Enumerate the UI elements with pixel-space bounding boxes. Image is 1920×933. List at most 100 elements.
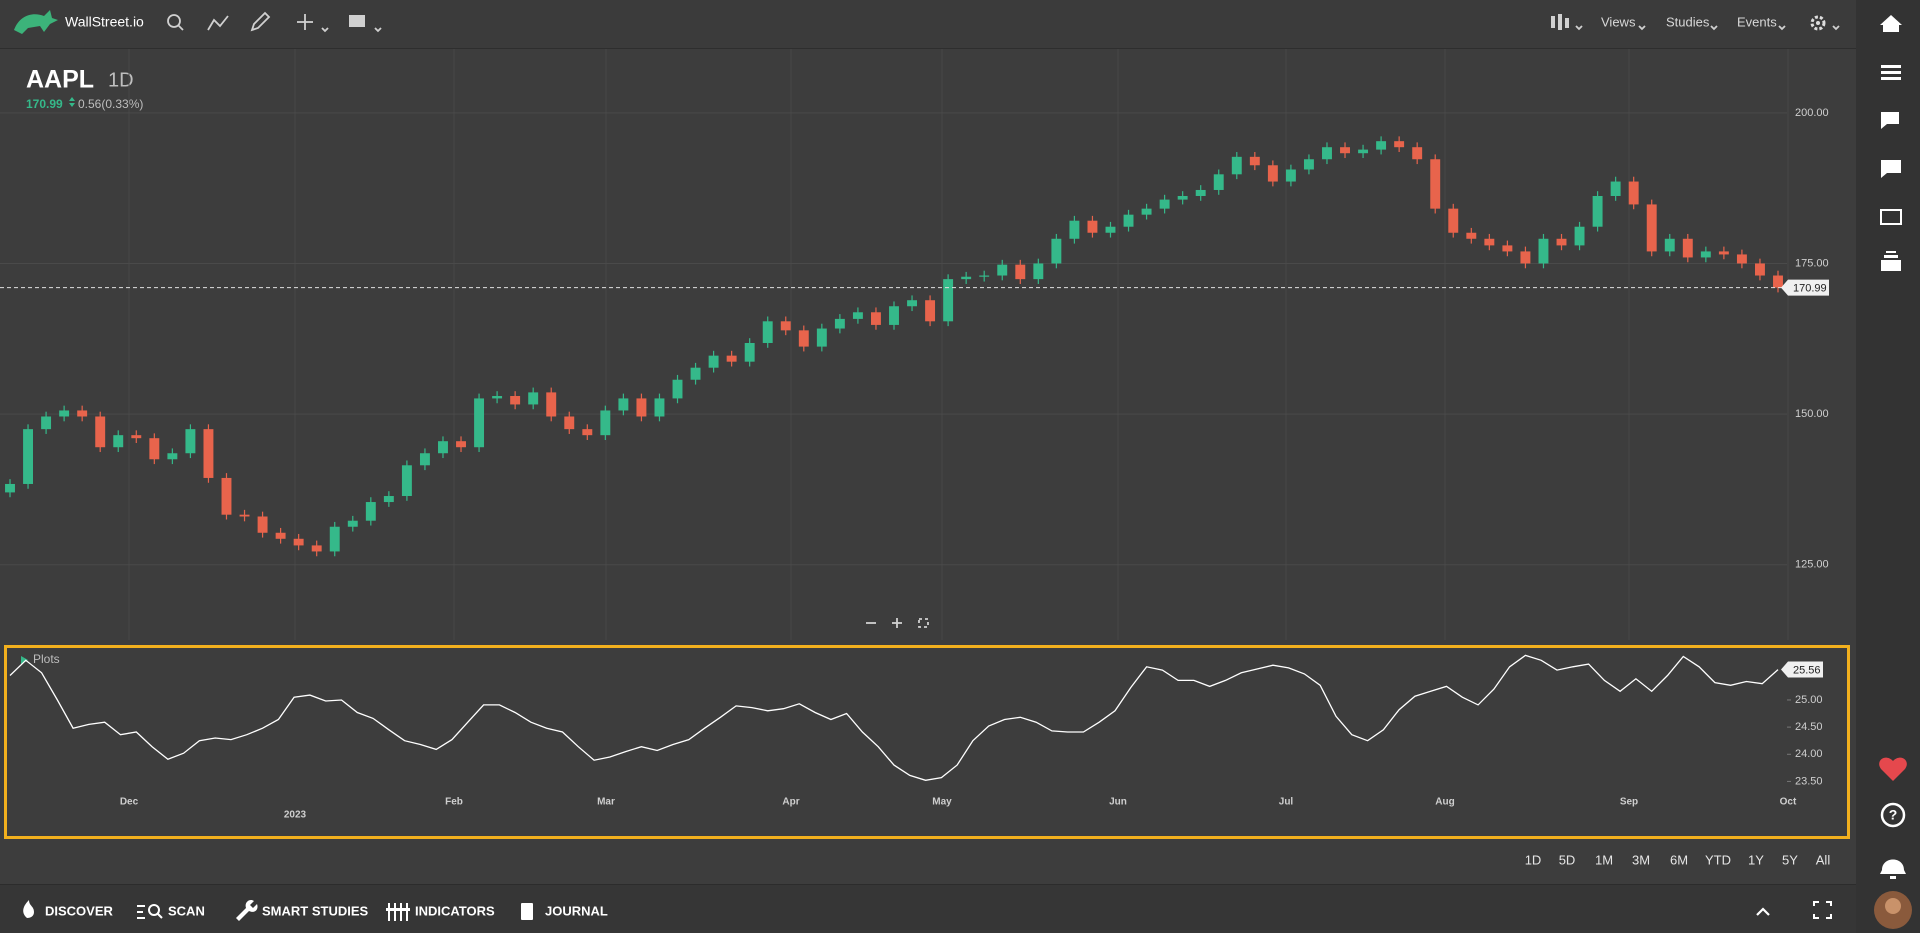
favorite[interactable] bbox=[1879, 757, 1907, 781]
candle-body bbox=[1051, 238, 1062, 264]
candle-body bbox=[1015, 264, 1026, 280]
candle-body bbox=[1502, 245, 1513, 252]
comments[interactable] bbox=[1881, 160, 1901, 178]
annotation-tool[interactable] bbox=[349, 15, 382, 33]
fullscreen[interactable] bbox=[1813, 901, 1832, 919]
price-chart: 125.00 150.00 175.00 200.00 170.99 bbox=[0, 49, 1829, 640]
scan-icon[interactable] bbox=[137, 904, 163, 919]
nav-scan[interactable]: SCAN bbox=[168, 903, 205, 918]
candle-body bbox=[492, 396, 503, 399]
range-button[interactable]: 1M bbox=[1595, 852, 1613, 867]
caret bbox=[1710, 25, 1718, 31]
studies-icon[interactable] bbox=[236, 899, 258, 921]
search-icon[interactable] bbox=[167, 14, 184, 31]
y-tick-label: 25.00 bbox=[1795, 694, 1823, 706]
menu-studies[interactable]: Studies bbox=[1666, 14, 1710, 29]
fit-screen[interactable] bbox=[918, 618, 929, 628]
range-button[interactable]: 5Y bbox=[1782, 852, 1798, 867]
x-tick-label: Oct bbox=[1780, 797, 1797, 808]
candle-body bbox=[311, 545, 322, 552]
symbol: AAPL bbox=[26, 66, 94, 94]
candle-body bbox=[1628, 181, 1639, 205]
candle-body bbox=[1195, 189, 1206, 196]
logo[interactable] bbox=[14, 10, 58, 34]
candle-body bbox=[510, 396, 521, 405]
interval: 1D bbox=[108, 69, 134, 91]
candle-body bbox=[401, 465, 412, 497]
crosshair-tool[interactable] bbox=[297, 14, 329, 33]
y-tick-label: 125.00 bbox=[1795, 559, 1829, 571]
candle-body bbox=[726, 355, 737, 362]
candle-body bbox=[600, 410, 611, 436]
candle-body bbox=[907, 300, 918, 307]
panel-label: Plots bbox=[33, 652, 60, 666]
candle-body bbox=[1394, 141, 1405, 148]
trend-tool[interactable] bbox=[207, 15, 229, 31]
range-button[interactable]: 1Y bbox=[1748, 852, 1764, 867]
range-button[interactable]: 6M bbox=[1670, 852, 1688, 867]
candle-body bbox=[1718, 251, 1729, 255]
candle-body bbox=[870, 312, 881, 325]
range-button[interactable]: 5D bbox=[1559, 852, 1576, 867]
price-change: 0.56(0.33%) bbox=[78, 97, 143, 111]
candle-body bbox=[1700, 251, 1711, 258]
menu-events[interactable]: Events bbox=[1737, 14, 1777, 29]
candle-body bbox=[1610, 181, 1621, 196]
panel-toggle[interactable] bbox=[21, 656, 28, 664]
candle-body bbox=[474, 398, 485, 448]
y-tick-label: 24.00 bbox=[1795, 748, 1823, 760]
help[interactable] bbox=[1880, 802, 1906, 828]
candle-body bbox=[1303, 159, 1314, 170]
candle-body bbox=[239, 514, 250, 517]
candle-body bbox=[149, 438, 160, 460]
x-tick-label: Jun bbox=[1109, 797, 1127, 808]
stack[interactable] bbox=[1881, 251, 1901, 271]
indicators-icon[interactable] bbox=[386, 903, 410, 921]
home[interactable] bbox=[1880, 15, 1902, 32]
nav-journal[interactable]: JOURNAL bbox=[545, 903, 608, 918]
candle-body bbox=[708, 355, 719, 368]
journal-icon[interactable] bbox=[521, 903, 533, 920]
x-tick-label: Apr bbox=[782, 797, 799, 808]
range-button[interactable]: 3M bbox=[1632, 852, 1650, 867]
last-price-label: 170.99 bbox=[1793, 283, 1827, 295]
candle-body bbox=[1664, 238, 1675, 252]
watchlist[interactable] bbox=[1881, 65, 1901, 80]
candle-body bbox=[762, 321, 773, 343]
discover-icon[interactable] bbox=[23, 900, 34, 918]
candle-body bbox=[419, 453, 430, 466]
settings[interactable] bbox=[1810, 15, 1840, 31]
menu-views[interactable]: Views bbox=[1601, 14, 1636, 29]
candle-body bbox=[1682, 238, 1693, 258]
candle-body bbox=[1412, 147, 1423, 160]
brand[interactable]: WallStreet.io bbox=[65, 14, 144, 30]
candle-body bbox=[1556, 238, 1567, 246]
range-button[interactable]: 1D bbox=[1525, 852, 1542, 867]
candle-body bbox=[347, 520, 358, 527]
candle-body bbox=[1249, 156, 1260, 166]
candle-body bbox=[77, 410, 88, 417]
draw-tool[interactable] bbox=[250, 11, 271, 32]
candle-body bbox=[456, 441, 466, 448]
candle-body bbox=[438, 441, 448, 454]
candle-body bbox=[672, 379, 683, 399]
candle-body bbox=[185, 429, 196, 454]
range-button[interactable]: All bbox=[1816, 852, 1831, 867]
candle-body bbox=[925, 300, 936, 322]
alerts[interactable] bbox=[1880, 859, 1906, 880]
chat[interactable] bbox=[1881, 112, 1899, 129]
candle-body bbox=[1159, 199, 1170, 209]
help-mark: ? bbox=[1889, 807, 1898, 823]
nav-indicators[interactable]: INDICATORS bbox=[415, 903, 495, 918]
nav-smart-studies[interactable]: SMART STUDIES bbox=[262, 903, 369, 918]
zoom-in[interactable] bbox=[892, 618, 902, 628]
collapse[interactable] bbox=[1756, 907, 1770, 916]
candle-body bbox=[383, 496, 394, 503]
media[interactable] bbox=[1880, 209, 1902, 225]
range-button[interactable]: YTD bbox=[1705, 852, 1731, 867]
candle-body bbox=[1069, 220, 1080, 239]
chart-type[interactable] bbox=[1551, 14, 1583, 31]
candle-body bbox=[221, 477, 232, 515]
candle-body bbox=[1592, 195, 1603, 227]
nav-discover[interactable]: DISCOVER bbox=[45, 903, 114, 918]
